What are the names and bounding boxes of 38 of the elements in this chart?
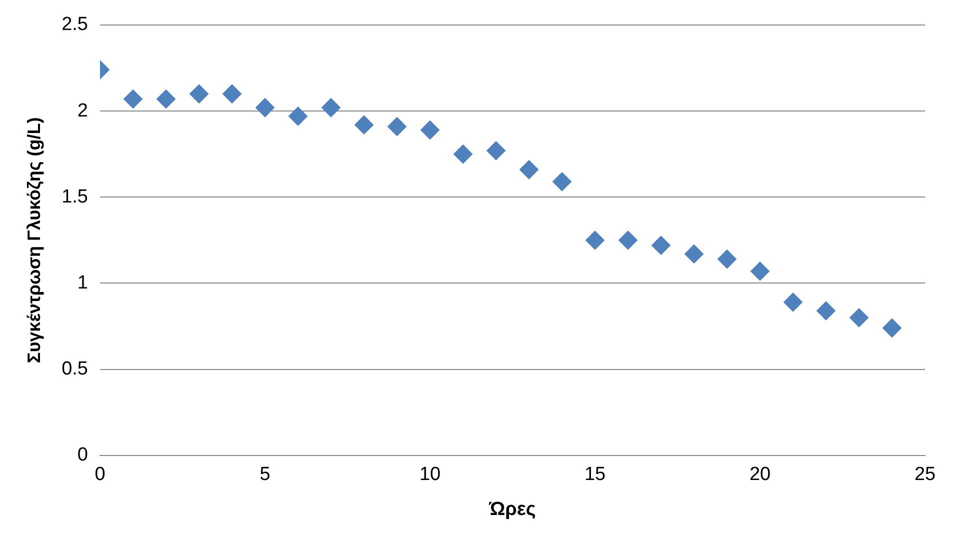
y-tick-label: 2 [77, 100, 88, 122]
x-axis-title: Ώρες [488, 498, 536, 520]
point [190, 84, 209, 104]
point [718, 250, 737, 269]
x-tick-label: 10 [419, 464, 441, 486]
y-tick-label: 1.5 [62, 186, 88, 208]
x-tick-label: 20 [749, 464, 771, 486]
x-tick-label: 5 [260, 464, 270, 486]
point [850, 308, 868, 328]
y-tick-label: 0 [77, 444, 88, 466]
point [222, 84, 242, 104]
x-tick-label: 0 [94, 464, 106, 486]
point [882, 318, 902, 338]
point [322, 98, 341, 118]
y-tick-label: 0.5 [62, 358, 88, 380]
point [124, 90, 143, 109]
point [784, 292, 802, 312]
point [420, 120, 440, 140]
x-tick-label: 15 [584, 464, 606, 486]
point [684, 244, 704, 264]
y-tick-label: 1 [77, 272, 88, 294]
point [354, 115, 374, 134]
point [454, 144, 473, 164]
point [652, 236, 671, 255]
point [552, 172, 572, 192]
point [816, 301, 836, 320]
x-tick-label: 25 [914, 464, 936, 486]
point [156, 90, 176, 109]
point [520, 160, 539, 180]
point [288, 106, 308, 126]
y-axis-title: Συγκέντρωση Γλυκόζης (g/L) [24, 117, 44, 364]
y-tick-label: 2.5 [62, 14, 88, 36]
point [256, 98, 275, 118]
point [750, 262, 770, 281]
point [586, 230, 605, 250]
point [618, 230, 638, 250]
point [486, 141, 506, 160]
point [388, 117, 407, 136]
